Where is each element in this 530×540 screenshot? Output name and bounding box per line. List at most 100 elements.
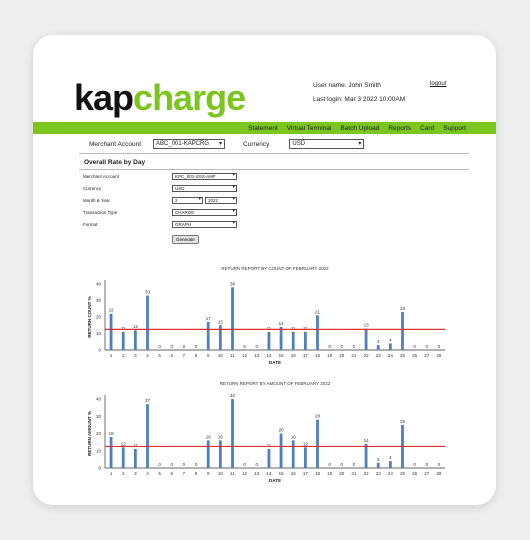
nav-card[interactable]: Card (420, 124, 435, 132)
x-tick-label: 4 (146, 353, 149, 358)
nav-batch-upload[interactable]: Batch Upload (340, 124, 380, 132)
data-label: 16 (206, 434, 212, 439)
bar (303, 447, 307, 468)
bar (121, 331, 125, 350)
x-tick-label: 10 (218, 353, 224, 358)
generate-button[interactable]: Generate (172, 235, 199, 244)
nav-virtual-terminal[interactable]: Virtual Terminal (286, 124, 332, 132)
divider (79, 153, 469, 154)
data-label: 4 (389, 337, 392, 342)
nav-reports[interactable]: Reports (388, 124, 412, 132)
data-label: 0 (353, 344, 356, 349)
data-label: 12 (121, 441, 127, 446)
y-tick-label: 10 (96, 331, 102, 336)
x-tick-label: 28 (436, 353, 442, 358)
bar (146, 404, 149, 468)
x-tick-label: 26 (412, 471, 418, 476)
bar (146, 295, 149, 350)
report-title: Overall Rate by Day (84, 159, 146, 166)
data-label: 0 (328, 462, 331, 467)
main-nav: Statement Virtual Terminal Batch Upload … (33, 122, 496, 134)
format-field-label: Format (83, 222, 98, 227)
bar (291, 440, 295, 468)
data-label: 16 (291, 434, 297, 439)
transaction-type-select[interactable]: CHARGE (172, 209, 237, 216)
merchant-account-select[interactable]: ABC_001-KAPCRG (153, 139, 226, 149)
x-tick-label: 13 (254, 353, 260, 358)
transaction-type-field-label: Transaction Type (83, 210, 118, 215)
x-tick-label: 13 (254, 471, 260, 476)
data-label: 0 (243, 344, 246, 349)
logout-link[interactable]: logout (430, 81, 447, 87)
x-tick-label: 6 (171, 471, 174, 476)
x-tick-label: 8 (195, 471, 198, 476)
data-label: 0 (183, 344, 186, 349)
user-info: User name: John Smith Last login: Mar 3 … (313, 79, 405, 107)
x-tick-label: 1 (110, 353, 113, 358)
x-tick-label: 27 (424, 471, 430, 476)
x-tick-label: 6 (171, 353, 174, 358)
x-tick-label: 7 (183, 353, 186, 358)
nav-statement[interactable]: Statement (248, 124, 278, 132)
x-tick-label: 10 (218, 471, 224, 476)
y-axis-label: RETURN AMOUNT % (87, 411, 92, 456)
y-tick-label: 30 (96, 414, 102, 419)
bar (279, 433, 283, 468)
bar (133, 449, 137, 468)
x-tick-label: 26 (412, 353, 418, 358)
data-label: 22 (109, 308, 115, 313)
x-tick-label: 24 (388, 353, 394, 358)
merchant-account-field[interactable]: KPC_001-SSS-AMF (172, 173, 237, 180)
x-tick-label: 18 (315, 471, 321, 476)
data-label: 0 (195, 462, 198, 467)
app-window: kapcharge User name: John Smith Last log… (33, 35, 496, 505)
x-tick-label: 12 (242, 471, 248, 476)
x-tick-label: 5 (158, 471, 161, 476)
currency-field[interactable]: USD (172, 185, 237, 192)
y-tick-label: 0 (98, 466, 101, 471)
data-label: 23 (400, 306, 406, 311)
bar (206, 440, 210, 468)
bar (206, 321, 210, 350)
x-tick-label: 3 (134, 471, 137, 476)
x-tick-label: 22 (364, 353, 370, 358)
x-tick-label: 2 (122, 353, 125, 358)
data-label: 21 (315, 309, 321, 314)
month-select[interactable]: 2 (172, 197, 203, 204)
account-bar: Merchant Account ABC_001-KAPCRG Currency… (89, 139, 365, 149)
bar (109, 313, 113, 350)
data-label: 3 (377, 339, 380, 344)
data-label: 11 (267, 443, 272, 448)
x-tick-label: 5 (158, 353, 161, 358)
data-label: 20 (279, 428, 285, 433)
x-axis-label: DATE (269, 478, 281, 483)
data-label: 0 (183, 462, 186, 467)
format-select[interactable]: GRAPH (172, 221, 237, 228)
x-tick-label: 23 (376, 471, 382, 476)
data-label: 11 (291, 326, 296, 331)
data-label: 0 (328, 344, 331, 349)
month-year-field-label: Month & Year (83, 198, 111, 203)
chart-title: RETURN REPORT BY COUNT OF FEBRUARY 2022 (221, 266, 329, 271)
currency-select[interactable]: USD (289, 139, 365, 149)
data-label: 0 (341, 462, 344, 467)
year-select[interactable]: 2022 (205, 197, 237, 204)
y-tick-label: 20 (96, 431, 102, 436)
x-tick-label: 15 (279, 353, 285, 358)
logo-text-charge: charge (133, 77, 246, 118)
data-label: 0 (438, 344, 441, 349)
y-tick-label: 40 (96, 282, 102, 287)
x-tick-label: 20 (339, 353, 345, 358)
x-tick-label: 23 (376, 353, 382, 358)
bar (231, 399, 234, 468)
x-tick-label: 2 (122, 471, 125, 476)
data-label: 4 (389, 455, 392, 460)
x-tick-label: 25 (400, 353, 406, 358)
y-tick-label: 10 (96, 448, 102, 453)
data-label: 0 (171, 462, 174, 467)
x-tick-label: 4 (146, 471, 149, 476)
data-label: 3 (377, 457, 380, 462)
x-tick-label: 14 (266, 353, 272, 358)
data-label: 0 (158, 344, 161, 349)
nav-support[interactable]: Support (443, 124, 466, 132)
